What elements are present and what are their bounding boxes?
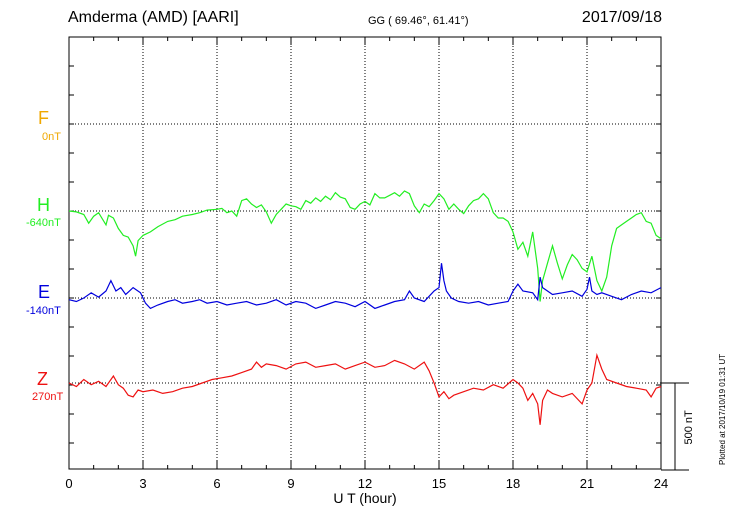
channel-baseline-e: -140nT — [26, 305, 61, 317]
channel-baseline-z: 270nT — [32, 391, 64, 403]
x-axis-label: U T (hour) — [333, 490, 396, 506]
channel-baseline-h: -640nT — [26, 217, 61, 229]
x-tick-label: 24 — [654, 476, 668, 491]
series-line-e — [68, 263, 662, 310]
x-tick-label: 3 — [139, 476, 146, 491]
channel-label-z: Z — [37, 369, 48, 389]
x-tick-label: 0 — [65, 476, 72, 491]
x-tick-label: 21 — [580, 476, 594, 491]
plotted-timestamp: Plotted at 2017/10/19 01:31 UT — [718, 353, 727, 465]
coordinates-label: GG ( 69.46°, 61.41°) — [368, 15, 469, 27]
channel-label-e: E — [38, 282, 51, 302]
station-title: Amderma (AMD) [AARI] — [68, 9, 239, 26]
scale-bar-label: 500 nT — [683, 410, 695, 445]
x-tick-label: 9 — [287, 476, 294, 491]
x-tick-label: 18 — [506, 476, 520, 491]
x-tick-label: 12 — [358, 476, 372, 491]
series-line-h — [68, 190, 662, 302]
x-tick-label: 6 — [213, 476, 220, 491]
date-label: 2017/09/18 — [581, 9, 662, 26]
channel-baseline-f: 0nT — [42, 131, 61, 143]
channel-label-f: F — [38, 108, 49, 128]
channel-label-h: H — [37, 195, 50, 215]
series-line-z — [68, 352, 662, 425]
x-tick-label: 15 — [432, 476, 446, 491]
